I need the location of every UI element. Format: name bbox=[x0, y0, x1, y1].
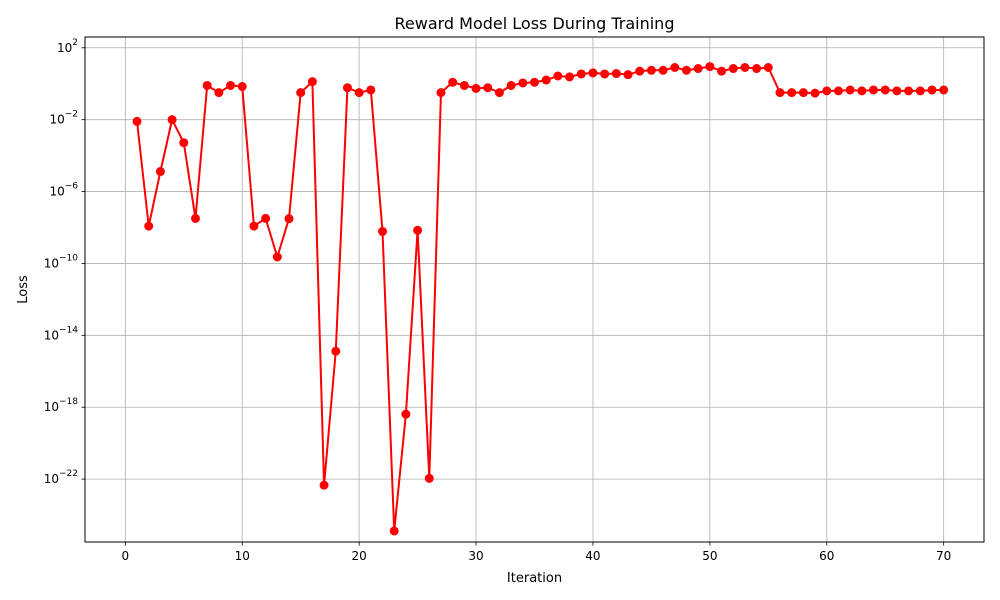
data-point bbox=[237, 82, 247, 92]
x-axis-title: Iteration bbox=[507, 571, 562, 586]
y-tick-label: 10−6 bbox=[49, 182, 78, 199]
data-point bbox=[202, 80, 212, 90]
data-point bbox=[494, 88, 504, 98]
x-tick-label: 70 bbox=[936, 549, 951, 563]
x-tick-label: 50 bbox=[702, 549, 717, 563]
data-point bbox=[763, 63, 773, 72]
y-tick-label: 102 bbox=[57, 38, 78, 55]
data-point bbox=[319, 480, 329, 490]
axis-ticks: 0 10 20 30 40 50 60 70 102 10−2 10−6 10−10 10−14 10−1… bbox=[44, 38, 952, 563]
x-tick-label: 10 bbox=[235, 549, 250, 563]
data-point bbox=[904, 86, 914, 96]
data-point bbox=[190, 213, 200, 223]
data-point bbox=[635, 66, 645, 76]
data-point bbox=[506, 80, 516, 90]
data-point bbox=[892, 86, 902, 96]
y-axis-title: Loss bbox=[16, 275, 31, 304]
plot-frame bbox=[84, 36, 985, 543]
data-point bbox=[717, 66, 727, 76]
data-point bbox=[857, 86, 867, 96]
series-line bbox=[136, 65, 944, 532]
data-point bbox=[600, 69, 610, 79]
data-point bbox=[927, 85, 937, 95]
data-point bbox=[214, 88, 224, 98]
data-point bbox=[845, 85, 855, 95]
data-point bbox=[459, 80, 469, 90]
data-point bbox=[342, 83, 352, 93]
data-point bbox=[378, 226, 388, 236]
data-point bbox=[810, 88, 820, 98]
data-point bbox=[296, 88, 306, 98]
data-point bbox=[693, 64, 703, 74]
data-point bbox=[167, 115, 177, 125]
data-point bbox=[681, 65, 691, 75]
data-point bbox=[588, 68, 598, 78]
data-point bbox=[389, 526, 399, 536]
data-point bbox=[424, 473, 434, 483]
y-tick-label: 10−18 bbox=[44, 397, 79, 414]
data-point bbox=[565, 72, 575, 82]
data-point bbox=[646, 65, 656, 75]
data-point bbox=[272, 252, 282, 262]
data-point bbox=[401, 409, 411, 419]
data-point bbox=[553, 71, 563, 81]
y-tick-label: 10−14 bbox=[44, 325, 79, 342]
data-point bbox=[366, 85, 376, 95]
x-tick-label: 40 bbox=[585, 549, 600, 563]
data-point bbox=[611, 69, 621, 79]
data-point bbox=[155, 167, 165, 177]
y-tick-label: 10−22 bbox=[44, 469, 78, 486]
data-point bbox=[705, 62, 715, 72]
y-tick-label: 10−10 bbox=[44, 253, 79, 270]
data-point bbox=[822, 86, 832, 96]
series-layer bbox=[132, 62, 949, 536]
data-point bbox=[518, 78, 528, 88]
data-point bbox=[541, 75, 551, 85]
data-point bbox=[798, 88, 808, 98]
data-point bbox=[307, 77, 317, 87]
data-point bbox=[226, 80, 236, 90]
data-point bbox=[249, 221, 259, 231]
x-tick-label: 20 bbox=[352, 549, 367, 563]
data-point bbox=[284, 214, 294, 224]
data-point bbox=[670, 63, 680, 72]
data-point bbox=[939, 85, 949, 95]
data-point bbox=[471, 83, 481, 93]
data-point bbox=[354, 88, 364, 98]
chart-title: Reward Model Loss During Training bbox=[395, 14, 675, 33]
x-tick-label: 30 bbox=[468, 549, 483, 563]
data-point bbox=[752, 64, 762, 74]
data-point bbox=[658, 65, 668, 75]
data-point bbox=[869, 85, 879, 95]
data-point bbox=[331, 346, 341, 356]
grid bbox=[85, 37, 984, 542]
data-point bbox=[483, 83, 493, 93]
data-point bbox=[740, 63, 750, 72]
x-tick-label: 60 bbox=[819, 549, 834, 563]
data-point bbox=[530, 77, 539, 87]
y-tick-label: 10−2 bbox=[49, 110, 78, 127]
data-point bbox=[132, 116, 142, 126]
data-point bbox=[728, 64, 738, 74]
data-point bbox=[623, 70, 633, 80]
data-point bbox=[413, 225, 423, 235]
data-point bbox=[787, 88, 797, 98]
data-point bbox=[576, 69, 586, 79]
data-point bbox=[775, 88, 785, 98]
data-point bbox=[448, 77, 458, 87]
data-point bbox=[144, 221, 154, 231]
data-point bbox=[436, 88, 446, 98]
data-point bbox=[179, 138, 189, 148]
data-point bbox=[915, 86, 925, 96]
data-point bbox=[880, 85, 890, 95]
data-point bbox=[261, 213, 271, 223]
data-point bbox=[833, 86, 843, 96]
x-tick-label: 0 bbox=[122, 549, 130, 563]
